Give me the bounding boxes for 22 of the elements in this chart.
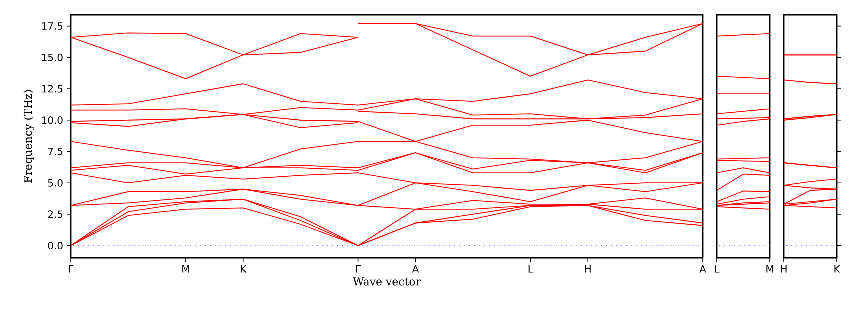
y-tick-label: 0.0 [48,242,63,250]
y-tick-label: 17.5 [42,22,63,30]
x-tick-label: L [715,266,720,273]
x-tick-label: M [182,266,190,273]
x-tick-label: Γ [356,266,361,273]
y-tick-label: 10.0 [42,116,63,124]
x-axis-title: Wave vector [353,278,422,286]
x-tick-label: A [700,266,706,273]
y-tick-label: 7.5 [48,148,63,156]
x-tick-label: K [241,266,247,273]
x-tick-label: A [412,266,420,273]
y-tick-label: 15.0 [42,54,63,62]
y-tick-label: 2.5 [48,210,63,218]
x-tick-label: H [585,266,591,273]
y-tick-label: 12.5 [42,85,63,93]
x-tick-label: K [834,266,840,273]
x-tick-label: Γ [69,266,74,273]
x-tick-label: M [766,266,774,273]
x-tick-label: H [781,266,787,273]
y-axis-title: Frequency (THz) [24,90,34,183]
y-tick-label: 5.0 [48,179,63,187]
x-tick-label: L [528,266,534,273]
